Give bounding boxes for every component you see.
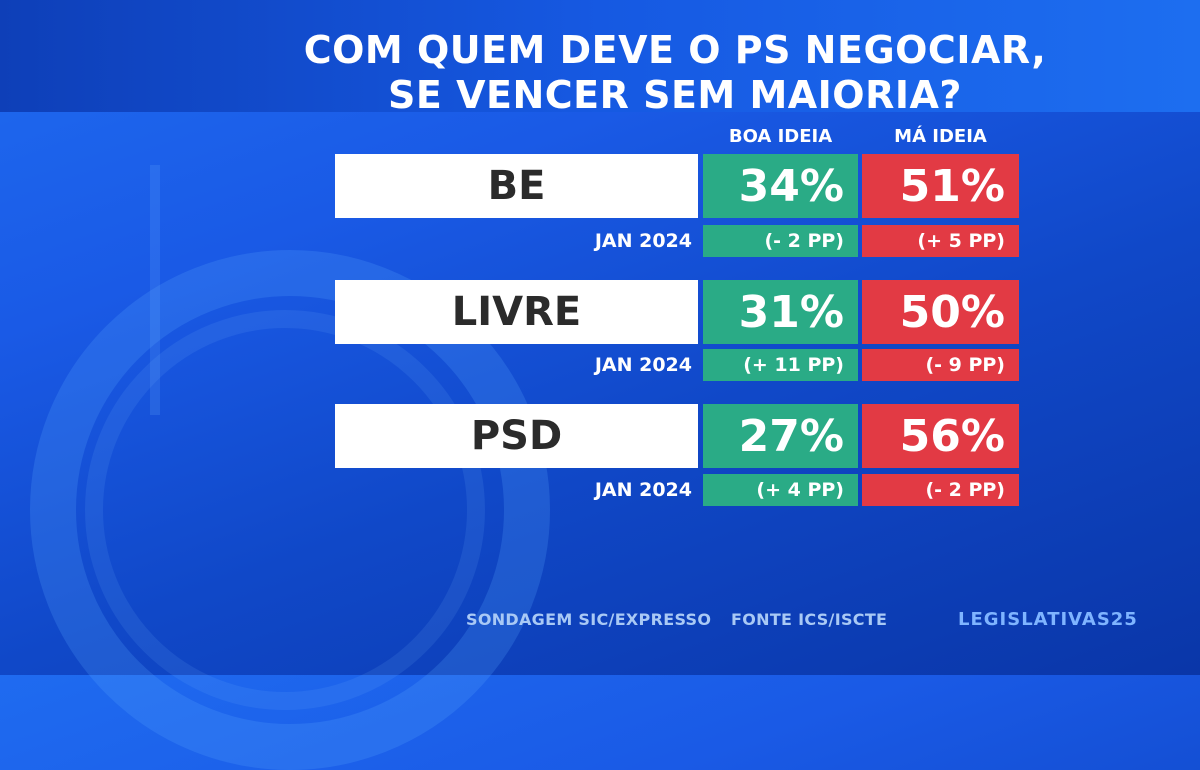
- date-label-be: JAN 2024: [594, 230, 692, 252]
- background-ring-inner-graphic: [85, 310, 485, 710]
- boa-ideia-value-psd: 27%: [703, 404, 858, 468]
- title-line-2: SE VENCER SEM MAIORIA?: [388, 73, 962, 117]
- boa-ideia-change-be: (- 2 PP): [703, 225, 858, 257]
- ma-ideia-value-livre: 50%: [862, 280, 1019, 344]
- ma-ideia-change-livre: (- 9 PP): [862, 349, 1019, 381]
- ma-ideia-change-psd: (- 2 PP): [862, 474, 1019, 506]
- ma-ideia-value-psd: 56%: [862, 404, 1019, 468]
- header-band: [0, 0, 1200, 112]
- boa-ideia-value-be: 34%: [703, 154, 858, 218]
- boa-ideia-change-livre: (+ 11 PP): [703, 349, 858, 381]
- footer-source-institution: FONTE ICS/ISCTE: [731, 610, 888, 629]
- title-line-1: COM QUEM DEVE O PS NEGOCIAR,: [303, 28, 1047, 72]
- ma-ideia-change-be: (+ 5 PP): [862, 225, 1019, 257]
- date-label-psd: JAN 2024: [594, 479, 692, 501]
- boa-ideia-value-livre: 31%: [703, 280, 858, 344]
- party-label-livre: LIVRE: [335, 280, 698, 344]
- background-line-graphic: [150, 165, 160, 415]
- party-label-be: BE: [335, 154, 698, 218]
- date-label-livre: JAN 2024: [594, 354, 692, 376]
- party-label-psd: PSD: [335, 404, 698, 468]
- column-header-ma-ideia: MÁ IDEIA: [894, 126, 987, 147]
- footer-source-poll: SONDAGEM SIC/EXPRESSO: [466, 610, 712, 629]
- chart-title: COM QUEM DEVE O PS NEGOCIAR, SE VENCER S…: [250, 28, 1100, 118]
- brand-logo-text: LEGISLATIVAS25: [958, 609, 1138, 630]
- column-header-boa-ideia: BOA IDEIA: [728, 126, 833, 147]
- ma-ideia-value-be: 51%: [862, 154, 1019, 218]
- boa-ideia-change-psd: (+ 4 PP): [703, 474, 858, 506]
